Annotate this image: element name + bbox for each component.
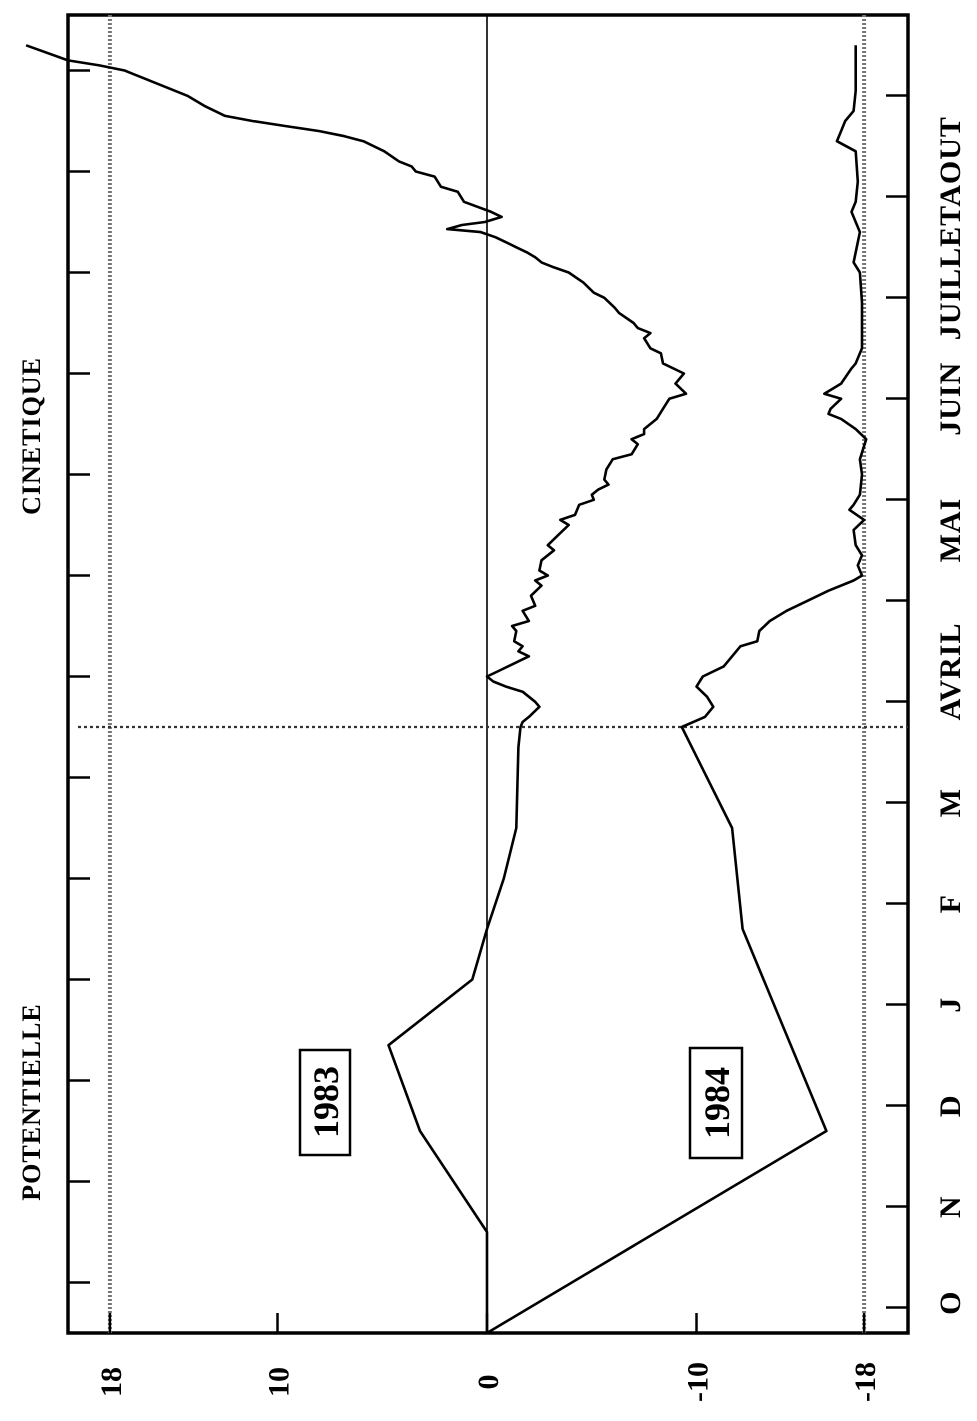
section-label-potentielle: POTENTIELLE: [17, 1003, 46, 1200]
month-label: N: [934, 1195, 967, 1218]
value-labels: 18 10 0 -10 -18: [95, 1362, 882, 1402]
series-label-box-1983: [298, 1048, 352, 1157]
month-label: AVRIL: [934, 623, 967, 721]
series-line-1983: [25, 44, 688, 1333]
month-label: AOUT: [934, 116, 967, 207]
series-label-box-1984: [688, 1046, 744, 1160]
value-tick-label: -18: [849, 1362, 882, 1402]
value-tick-label: -10: [682, 1362, 715, 1402]
section-label-cinetique: CINETIQUE: [17, 357, 46, 515]
month-label: MAI: [934, 498, 967, 563]
month-label: J: [934, 997, 967, 1013]
series-label-text-1984: 1984: [697, 1067, 737, 1139]
series-label-text-1983: 1983: [306, 1066, 346, 1138]
series-label-1983: 1983: [298, 1048, 352, 1157]
month-label: M: [934, 788, 967, 817]
month-label: D: [934, 1094, 967, 1117]
plot-frame: [66, 13, 910, 1335]
series-label-1984: 1984: [688, 1046, 744, 1160]
month-label: F: [934, 894, 967, 913]
month-label: O: [934, 1291, 967, 1315]
value-tick-label: 0: [472, 1375, 505, 1390]
month-ticks: [68, 69, 908, 1309]
month-label: JUILLET: [934, 205, 967, 340]
value-tick-label: 10: [263, 1367, 296, 1397]
series-line-1984: [486, 45, 868, 1335]
value-tick-label: 18: [95, 1367, 128, 1397]
month-label: JUIN: [934, 362, 967, 436]
series-group: [25, 44, 868, 1335]
